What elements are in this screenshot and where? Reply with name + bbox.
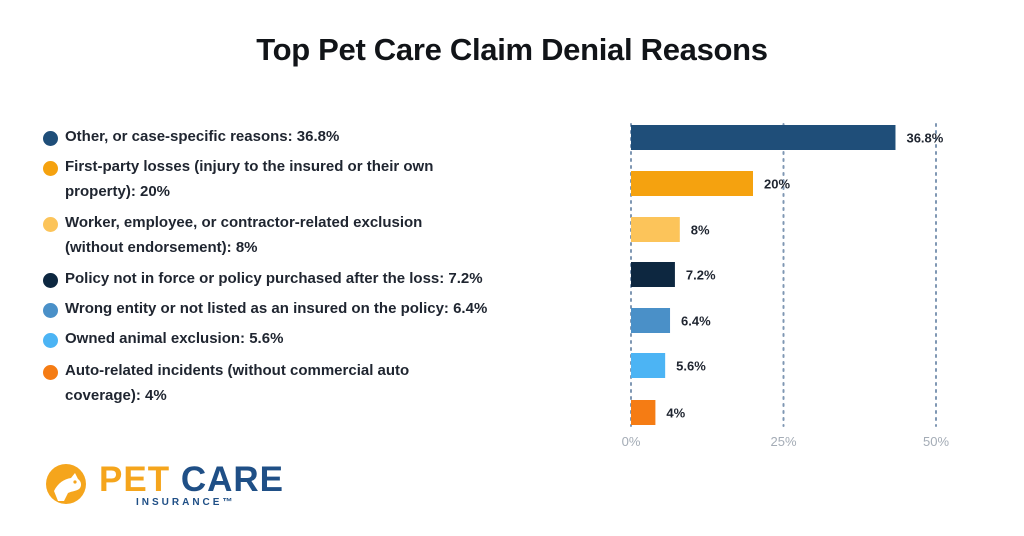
bar-value-label: 4% (666, 406, 685, 421)
legend-label-line: Other, or case-specific reasons: 36.8% (65, 128, 340, 145)
legend-label: Policy not in force or policy purchased … (65, 266, 525, 291)
bar (631, 262, 675, 287)
bar (631, 400, 656, 425)
legend-label-line: Owned animal exclusion: 5.6% (65, 330, 284, 347)
x-tick-label: 50% (923, 434, 949, 449)
legend-swatch-dot (43, 303, 58, 318)
legend-label-line: Wrong entity or not listed as an insured… (65, 300, 488, 317)
bar (631, 308, 671, 333)
legend-swatch-dot (43, 217, 58, 232)
legend-swatch-dot (43, 365, 58, 380)
bar-value-label: 8% (691, 223, 710, 238)
bar (631, 217, 680, 242)
legend-label: First-party losses (injury to the insure… (65, 154, 525, 204)
legend-label-line: Auto-related incidents (without commerci… (65, 362, 410, 379)
legend-label: Wrong entity or not listed as an insured… (65, 296, 525, 321)
legend-swatch-dot (43, 333, 58, 348)
logo-word-pet: PET (99, 460, 171, 499)
legend-label: Owned animal exclusion: 5.6% (65, 326, 525, 351)
legend-item: Other, or case-specific reasons: 36.8% (43, 128, 525, 149)
legend-label: Auto-related incidents (without commerci… (65, 358, 525, 408)
bar (631, 125, 896, 150)
legend-label-line: coverage): 4% (65, 387, 167, 404)
legend-label: Worker, employee, or contractor-related … (65, 210, 525, 260)
legend-swatch-dot (43, 161, 58, 176)
bar-value-label: 6.4% (681, 314, 711, 329)
pet-care-insurance-logo: PET CARE INSURANCE™ (44, 460, 283, 516)
bar-value-label: 20% (764, 177, 790, 192)
logo-word-care: CARE (180, 460, 284, 499)
bar (631, 353, 666, 378)
legend-item: First-party losses (injury to the insure… (43, 158, 525, 204)
logo-subtitle: INSURANCE™ (136, 497, 236, 508)
legend-item: Auto-related incidents (without commerci… (43, 362, 525, 408)
legend-item: Owned animal exclusion: 5.6% (43, 330, 525, 351)
legend-label-line: property): 20% (65, 183, 171, 200)
legend-item: Wrong entity or not listed as an insured… (43, 300, 525, 321)
x-tick-label: 25% (770, 434, 796, 449)
legend-label-line: Worker, employee, or contractor-related … (65, 214, 423, 231)
x-tick-label: 0% (622, 434, 641, 449)
bar-value-label: 7.2% (686, 268, 716, 283)
chart-title: Top Pet Care Claim Denial Reasons (256, 32, 768, 67)
legend-label: Other, or case-specific reasons: 36.8% (65, 124, 525, 149)
legend-item: Worker, employee, or contractor-related … (43, 214, 525, 260)
legend-item: Policy not in force or policy purchased … (43, 270, 525, 291)
bar-value-label: 36.8% (906, 131, 943, 146)
legend-label-line: First-party losses (injury to the insure… (65, 158, 434, 175)
bar (631, 171, 753, 196)
legend-label-line: Policy not in force or policy purchased … (65, 270, 483, 287)
logo-wordmark: PET CARE (99, 462, 284, 498)
pet-paw-logo-icon (46, 464, 86, 504)
legend-swatch-dot (43, 131, 58, 146)
legend-label-line: (without endorsement): 8% (65, 239, 258, 256)
bar-value-label: 5.6% (676, 359, 706, 374)
legend-swatch-dot (43, 273, 58, 288)
